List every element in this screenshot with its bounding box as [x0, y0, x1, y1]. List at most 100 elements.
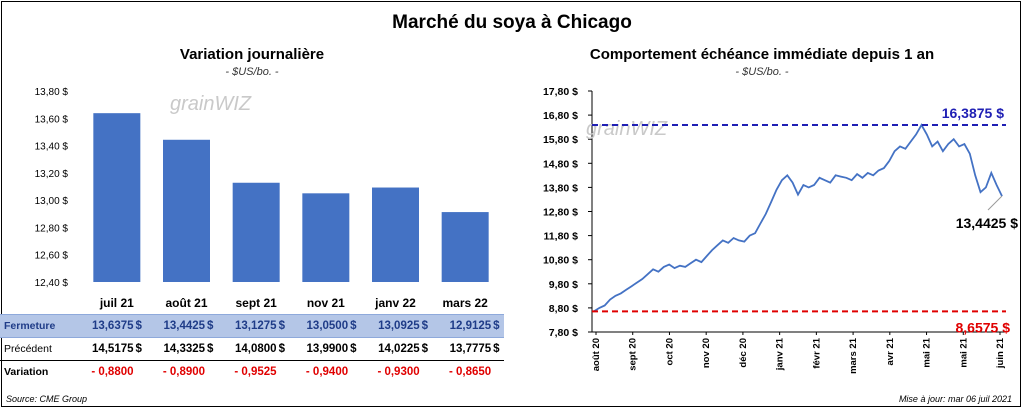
- x-tick-label: avr 21: [885, 337, 896, 365]
- bar: [441, 212, 489, 282]
- daily-variation-bar-chart: 12,40 $ 12,60 $ 12,80 $ 13,00 $ 13,20 $ 13,40…: [35, 87, 489, 310]
- spacer-cell: [350, 361, 361, 384]
- y-tick-label: 15,80 $: [543, 134, 578, 146]
- previous-value: 13,9900: [306, 343, 349, 355]
- x-tick-label: mai 21: [958, 337, 969, 367]
- y-tick-label: 12,60 $: [35, 251, 69, 262]
- watermark-text: grainWIZ: [170, 93, 252, 115]
- x-tick-label: mars 21: [848, 337, 859, 374]
- currency-symbol: $: [135, 314, 147, 338]
- x-tick-label: févr 21: [811, 337, 822, 368]
- currency-symbol: $: [278, 314, 290, 338]
- y-tick-label: 17,80 $: [543, 86, 578, 98]
- currency-symbol: $: [421, 314, 433, 338]
- table-row-previous: Précédent 14,5175 $14,3325 $14,0800 $13,…: [0, 338, 504, 361]
- front-month-line-chart: 7,80 $ 8,80 $ 9,80 $ 10,80 $ 11,80 $ 12,80 $ 1…: [543, 86, 1018, 374]
- currency-symbol: $: [278, 343, 285, 355]
- x-tick-label: août 20: [591, 338, 602, 371]
- table-row-variation: Variation - 0,8800 - 0,8900 - 0,9525 - 0,94…: [0, 360, 504, 384]
- watermark-text: grainWIZ: [586, 118, 668, 140]
- left-chart-subtitle: - $US/bo. -: [225, 66, 279, 78]
- high-label: 16,3875 $: [942, 105, 1004, 121]
- y-tick-label: 12,80 $: [543, 207, 578, 219]
- low-label: 8,6575 $: [956, 319, 1011, 335]
- x-tick-label: janv 22: [374, 296, 416, 310]
- y-tick-label: 12,80 $: [35, 223, 69, 234]
- currency-symbol: $: [493, 314, 504, 338]
- x-tick-label: août 21: [165, 296, 207, 310]
- variation-value: - 0,8900: [162, 366, 206, 378]
- source-note: Source: CME Group: [6, 394, 88, 404]
- spacer-cell: [279, 361, 290, 384]
- y-tick-label: 13,60 $: [35, 114, 69, 125]
- row-label-close: Fermeture: [0, 314, 75, 338]
- currency-symbol: $: [135, 343, 142, 355]
- y-tick-label: 11,80 $: [544, 231, 579, 243]
- variation-value: - 0,8800: [91, 366, 134, 378]
- spacer-cell: [207, 361, 218, 384]
- bar: [302, 193, 350, 282]
- bar: [372, 187, 419, 282]
- y-tick-label: 13,80 $: [543, 182, 578, 194]
- spacer-cell: [136, 361, 147, 384]
- x-tick-label: nov 21: [307, 296, 345, 310]
- x-tick-label: sept 20: [628, 338, 639, 371]
- variation-value: - 0,9400: [305, 366, 349, 378]
- price-table: Fermeture 13,6375 $13,4425 $13,1275 $13,…: [0, 314, 504, 383]
- currency-symbol: $: [207, 314, 218, 338]
- x-tick-label: nov 20: [701, 338, 712, 368]
- update-note: Mise à jour: mar 06 juil 2021: [898, 394, 1012, 404]
- spacer-cell: [422, 361, 433, 384]
- y-tick-label: 9,80 $: [549, 279, 578, 291]
- currency-symbol: $: [421, 343, 429, 355]
- y-tick-label: 13,20 $: [35, 169, 69, 180]
- close-value: 13,1275: [217, 314, 279, 338]
- last-label: 13,4425 $: [956, 215, 1018, 231]
- close-value: 13,6375: [74, 314, 136, 338]
- currency-symbol: $: [207, 343, 214, 355]
- variation-value: - 0,8650: [448, 366, 492, 378]
- y-tick-label: 13,40 $: [35, 142, 69, 153]
- y-tick-label: 10,80 $: [543, 255, 578, 267]
- previous-value: 14,0225: [378, 343, 420, 355]
- x-tick-label: mai 21: [922, 337, 933, 367]
- y-tick-label: 16,80 $: [543, 110, 578, 122]
- variation-value: - 0,9525: [234, 366, 277, 378]
- y-tick-label: 7,80 $: [549, 327, 578, 339]
- bar: [163, 139, 210, 282]
- close-value: 12,9125: [432, 314, 494, 338]
- y-tick-label: 13,80 $: [35, 87, 69, 98]
- row-label-previous: Précédent: [4, 343, 52, 355]
- page-title: Marché du soya à Chicago: [392, 12, 632, 33]
- previous-value: 14,5175: [91, 343, 134, 355]
- previous-value: 14,3325: [163, 343, 206, 355]
- previous-value: 13,7775: [449, 343, 492, 355]
- right-chart-title: Comportement échéance immédiate depuis 1…: [589, 46, 935, 63]
- x-tick-label: déc 20: [738, 338, 749, 368]
- right-chart-subtitle: - $US/bo. -: [735, 66, 789, 78]
- left-chart-title: Variation journalière: [179, 46, 325, 63]
- last-leader-line: [987, 195, 1003, 211]
- close-value: 13,0500: [289, 314, 351, 338]
- y-tick-label: 8,80 $: [549, 303, 578, 315]
- previous-value: 14,0800: [235, 343, 277, 355]
- x-tick-label: juil 21: [99, 296, 134, 310]
- currency-symbol: $: [493, 343, 500, 355]
- row-label-variation: Variation: [4, 366, 49, 378]
- close-value: 13,4425: [146, 314, 208, 338]
- spacer-cell: [493, 361, 504, 384]
- bar: [93, 113, 141, 282]
- y-tick-label: 13,00 $: [35, 196, 69, 207]
- x-tick-label: janv 21: [775, 337, 786, 371]
- variation-value: - 0,9300: [377, 366, 420, 378]
- x-tick-label: oct 20: [664, 338, 675, 365]
- close-value: 13,0925: [360, 314, 422, 338]
- bar: [232, 182, 280, 282]
- x-tick-label: juin 21: [995, 337, 1006, 369]
- price-line: [593, 123, 1003, 313]
- table-row-close: Fermeture 13,6375 $13,4425 $13,1275 $13,…: [0, 314, 504, 338]
- y-tick-label: 12,40 $: [35, 278, 69, 289]
- currency-symbol: $: [350, 343, 357, 355]
- currency-symbol: $: [350, 314, 361, 338]
